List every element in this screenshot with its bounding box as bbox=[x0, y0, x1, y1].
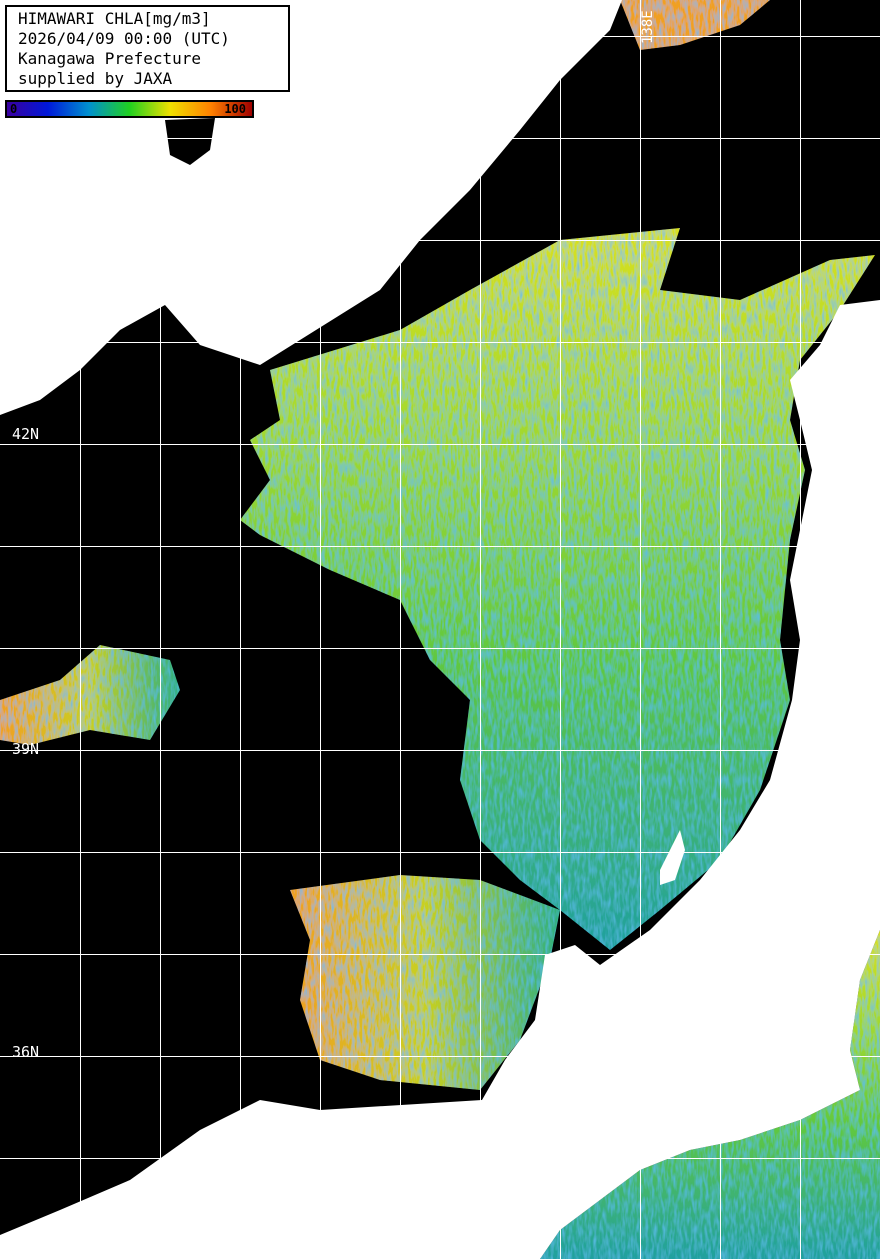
timestamp: 2026/04/09 00:00 (UTC) bbox=[18, 29, 230, 48]
credit: supplied by JAXA bbox=[18, 69, 173, 88]
sw-chla-patch bbox=[290, 875, 560, 1090]
colorbar-min-label: 0 bbox=[10, 102, 18, 116]
lon-label-138e: 138E bbox=[640, 10, 656, 44]
lat-label-39n: 39N bbox=[12, 740, 40, 758]
colorbar-max-label: 100 bbox=[224, 102, 246, 116]
west-chla-patch bbox=[0, 645, 180, 745]
pacific-chla bbox=[540, 930, 880, 1259]
north-chla-strip bbox=[620, 0, 770, 50]
land-japan bbox=[0, 300, 880, 1259]
sea-of-japan-chla bbox=[240, 228, 875, 950]
info-box: HIMAWARI CHLA[mg/m3] 2026/04/09 00:00 (U… bbox=[5, 5, 290, 92]
colorbar-legend: 0 100 bbox=[5, 100, 254, 118]
title: HIMAWARI CHLA[mg/m3] bbox=[18, 9, 211, 28]
sado-island bbox=[660, 830, 685, 885]
land-sakhalin-tip bbox=[165, 118, 215, 165]
lat-label-36n: 36N bbox=[12, 1043, 40, 1061]
region: Kanagawa Prefecture bbox=[18, 49, 202, 68]
lat-label-42n: 42N bbox=[12, 425, 40, 443]
